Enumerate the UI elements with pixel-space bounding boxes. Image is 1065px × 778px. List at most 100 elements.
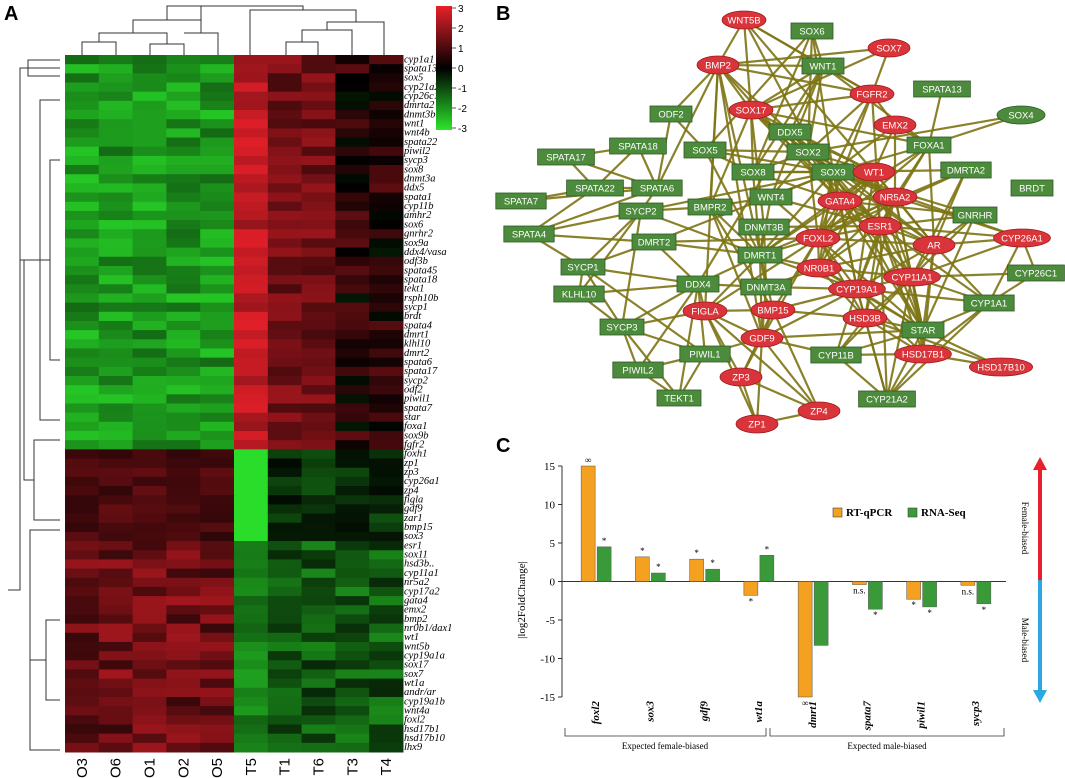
heatmap-cell xyxy=(65,64,100,74)
network-node: SPATA17 xyxy=(537,148,595,166)
network-node: SOX8 xyxy=(731,163,775,181)
heatmap-cell xyxy=(335,229,370,239)
heatmap-cell xyxy=(65,366,100,377)
male-node-shape xyxy=(553,285,605,303)
heatmap-cell xyxy=(98,311,134,322)
heatmap-cell xyxy=(132,348,167,359)
male-node-shape xyxy=(731,163,775,181)
network-node-label: DDX4 xyxy=(685,279,710,290)
gene-label: wnt4b xyxy=(404,128,430,139)
x-tick-label: gdf9 xyxy=(699,701,711,723)
heatmap-cell xyxy=(166,467,201,478)
network-node-label: GATA4 xyxy=(825,196,855,207)
heatmap-cell xyxy=(166,238,201,249)
male-node-shape xyxy=(906,136,952,154)
heatmap-cell xyxy=(166,146,201,157)
heatmap-cell xyxy=(65,706,100,716)
heatmap-cell xyxy=(132,284,167,294)
heatmap-cell xyxy=(335,431,370,441)
heatmap-cell xyxy=(234,165,269,175)
heatmap-cell xyxy=(267,275,303,285)
heatmap-cell xyxy=(200,119,235,129)
network-node: DDX4 xyxy=(676,275,720,293)
network-node: ODF2 xyxy=(649,105,693,123)
male-node-shape xyxy=(790,22,834,40)
bar xyxy=(922,581,937,608)
gene-label: gdf9 xyxy=(404,504,423,515)
heatmap-cell xyxy=(98,110,134,120)
heatmap-cell xyxy=(369,192,404,203)
heatmap-cell xyxy=(267,229,303,239)
heatmap-cell xyxy=(65,522,100,533)
heatmap-cell xyxy=(234,641,269,652)
heatmap-cell xyxy=(132,669,167,680)
heatmap-cell xyxy=(234,522,269,533)
heatmap-cell xyxy=(200,412,235,423)
heatmap-cell xyxy=(200,275,235,285)
heatmap-cell xyxy=(267,100,303,111)
bar-annotation: * xyxy=(911,600,916,610)
heatmap-cell xyxy=(267,192,303,203)
heatmap-cell xyxy=(369,201,404,212)
heatmap-cell xyxy=(132,541,167,551)
heatmap-cell xyxy=(369,651,404,661)
heatmap-cell xyxy=(65,110,100,120)
network-node: NR5A2 xyxy=(872,187,918,207)
heatmap-cell xyxy=(200,467,235,478)
network-edge xyxy=(653,236,819,244)
network-node: SOX2 xyxy=(786,143,830,161)
heatmap-cell xyxy=(267,742,303,753)
heatmap-cell xyxy=(369,632,404,643)
heatmap-cell xyxy=(369,421,404,432)
gene-label: cyp17a2 xyxy=(404,586,440,597)
network-node-label: SOX4 xyxy=(1008,110,1033,121)
y-tick-label: -15 xyxy=(540,692,555,704)
male-node-shape xyxy=(901,321,945,339)
heatmap-cell xyxy=(98,605,134,615)
heatmap-cell xyxy=(234,192,269,203)
heatmap-cell xyxy=(200,486,235,496)
legend-swatch-rnaseq xyxy=(907,507,918,518)
heatmap-cell xyxy=(234,715,269,725)
gene-label: spata22 xyxy=(404,137,438,148)
gene-label: piwil1 xyxy=(403,394,430,405)
heatmap-cell xyxy=(267,696,303,707)
network-edge xyxy=(637,283,699,371)
heatmap-cell xyxy=(335,632,370,643)
bar-annotation: * xyxy=(640,546,645,556)
network-node: CYP26C1 xyxy=(1007,264,1065,282)
heatmap-cell xyxy=(200,522,235,533)
heatmap-cell xyxy=(98,357,134,368)
gene-label: piwil2 xyxy=(403,146,431,157)
heatmap-cell xyxy=(301,64,336,74)
panel-label-a: A xyxy=(4,3,18,25)
heatmap-cell xyxy=(166,678,201,689)
heatmap-cell xyxy=(267,550,303,560)
bar-annotation: * xyxy=(749,596,754,606)
colorbar-tick-label: -2 xyxy=(458,104,467,115)
network-edge xyxy=(822,65,930,146)
heatmap-cell xyxy=(132,210,167,221)
row-dendrogram xyxy=(8,59,60,751)
group-label-female: Expected female-biased xyxy=(622,741,709,751)
female-node-shape xyxy=(696,55,740,75)
heatmap-cell xyxy=(98,412,134,423)
network-edge xyxy=(704,254,761,312)
network-node-label: DNMT3B xyxy=(744,222,783,233)
heatmap-cell xyxy=(369,73,404,84)
heatmap-cell xyxy=(301,320,336,331)
network-node-label: SPATA13 xyxy=(922,84,962,95)
heatmap-cell xyxy=(301,513,336,524)
heatmap-cell xyxy=(98,302,134,313)
heatmap-cell xyxy=(267,440,303,450)
heatmap-cell xyxy=(335,55,370,65)
gene-labels: cyp1a1spata13sox5cyp21a2cyp26c1dmrta2dnm… xyxy=(403,54,452,753)
network-node: SPATA7 xyxy=(495,192,547,210)
heatmap-cell xyxy=(65,247,100,258)
heatmap-cell xyxy=(301,586,336,597)
gene-label: cyp21a2 xyxy=(404,82,440,93)
network-node: PIWIL2 xyxy=(612,361,664,379)
heatmap-cell xyxy=(301,73,336,84)
network-edge xyxy=(708,206,764,339)
female-node-shape xyxy=(883,267,941,287)
